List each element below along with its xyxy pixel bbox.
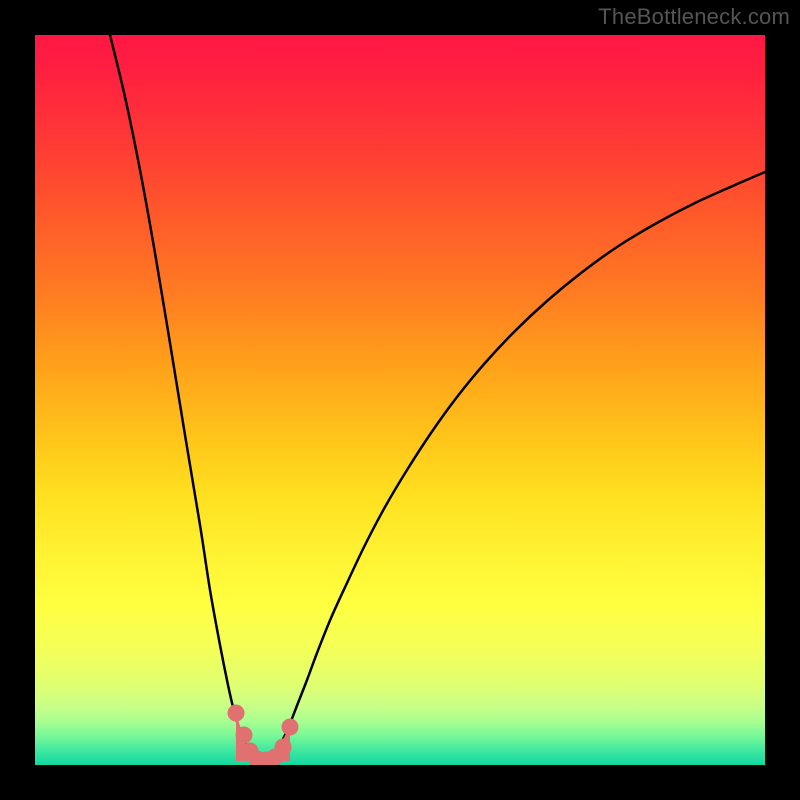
- chart-curve-layer: [35, 35, 765, 765]
- curve-left_branch: [110, 35, 246, 745]
- curve-right_branch: [280, 172, 765, 745]
- marker-dot: [228, 705, 244, 721]
- marker-dot: [236, 727, 252, 743]
- marker-dot: [275, 739, 291, 755]
- watermark-text: TheBottleneck.com: [598, 4, 790, 30]
- marker-dot: [282, 719, 298, 735]
- chart-plot-area: [35, 35, 765, 765]
